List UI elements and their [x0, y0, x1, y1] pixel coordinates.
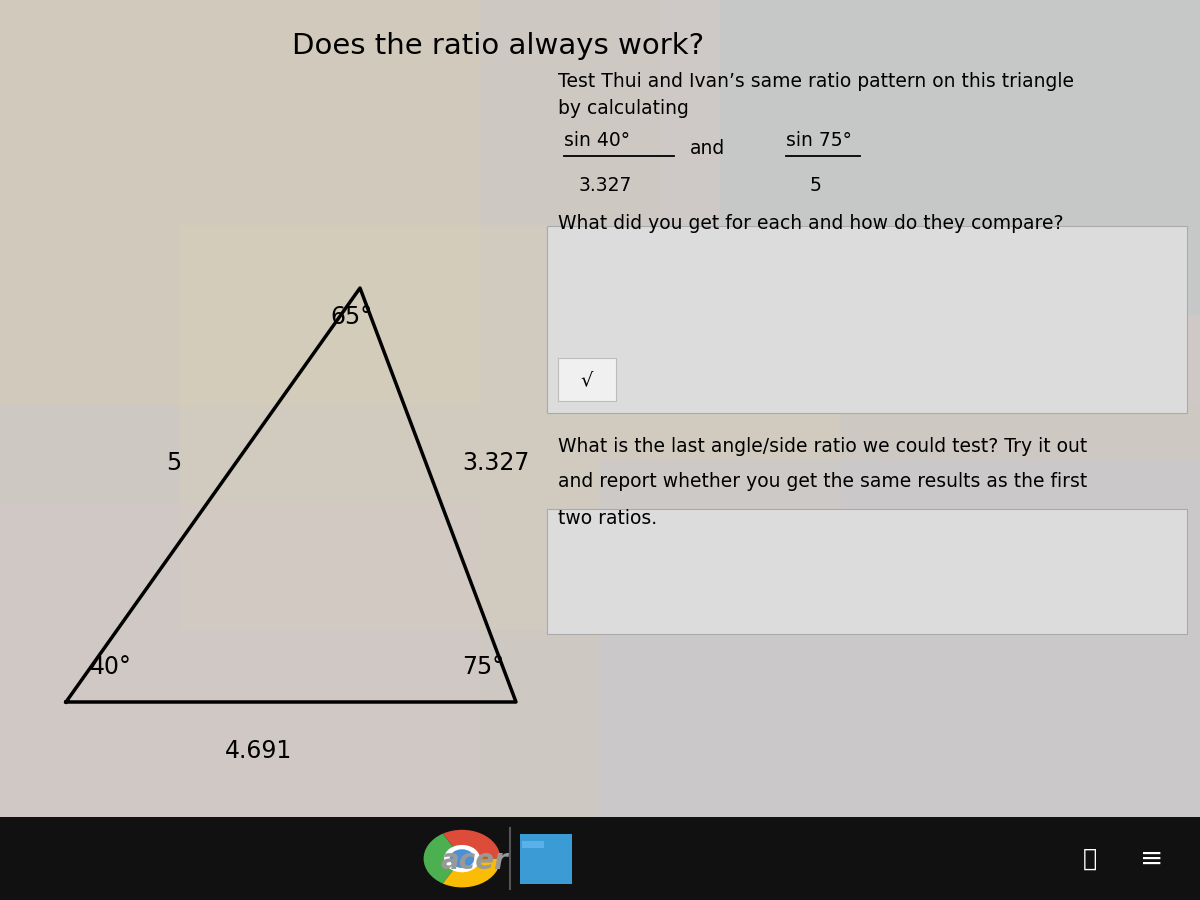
- Text: 3.327: 3.327: [578, 176, 631, 195]
- FancyBboxPatch shape: [600, 459, 1200, 819]
- FancyBboxPatch shape: [547, 226, 1187, 413]
- FancyBboxPatch shape: [558, 358, 616, 401]
- Text: ⧉: ⧉: [1082, 847, 1097, 870]
- Text: 4.691: 4.691: [224, 740, 292, 763]
- FancyBboxPatch shape: [522, 841, 544, 848]
- Text: by calculating: by calculating: [558, 99, 689, 118]
- Wedge shape: [424, 833, 462, 884]
- Text: 65°: 65°: [330, 304, 372, 328]
- Text: two ratios.: two ratios.: [558, 508, 658, 527]
- FancyBboxPatch shape: [0, 504, 480, 819]
- FancyBboxPatch shape: [660, 0, 1200, 405]
- Text: 5: 5: [167, 452, 181, 475]
- FancyBboxPatch shape: [0, 0, 1200, 819]
- Text: Does the ratio always work?: Does the ratio always work?: [292, 32, 704, 59]
- Text: 40°: 40°: [90, 655, 132, 680]
- FancyBboxPatch shape: [0, 817, 1200, 900]
- FancyBboxPatch shape: [520, 834, 572, 884]
- Text: sin 75°: sin 75°: [786, 130, 852, 149]
- FancyBboxPatch shape: [547, 509, 1187, 634]
- Wedge shape: [443, 859, 500, 887]
- Text: What is the last angle/side ratio we could test? Try it out: What is the last angle/side ratio we cou…: [558, 436, 1087, 455]
- Text: sin 40°: sin 40°: [564, 130, 630, 149]
- Text: √: √: [581, 370, 593, 390]
- FancyBboxPatch shape: [0, 0, 480, 405]
- Circle shape: [445, 846, 479, 871]
- Text: What did you get for each and how do they compare?: What did you get for each and how do the…: [558, 214, 1063, 233]
- Text: and report whether you get the same results as the first: and report whether you get the same resu…: [558, 472, 1087, 491]
- Text: ≡: ≡: [1140, 844, 1164, 873]
- Text: Test Thui and Ivan’s same ratio pattern on this triangle: Test Thui and Ivan’s same ratio pattern …: [558, 72, 1074, 91]
- Circle shape: [450, 850, 474, 868]
- Text: 75°: 75°: [462, 655, 504, 680]
- Text: 3.327: 3.327: [462, 452, 529, 475]
- Text: acer: acer: [440, 847, 508, 875]
- FancyBboxPatch shape: [720, 0, 1200, 315]
- FancyBboxPatch shape: [180, 225, 840, 630]
- Text: 5: 5: [810, 176, 822, 195]
- Wedge shape: [443, 830, 500, 859]
- Text: and: and: [690, 140, 725, 158]
